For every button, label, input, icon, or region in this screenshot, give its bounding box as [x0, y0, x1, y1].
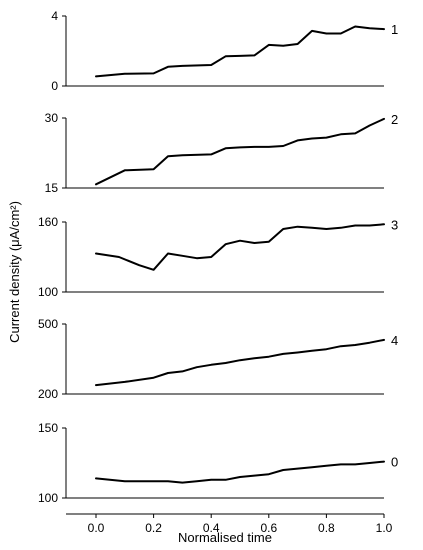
- x-axis-title: Normalised time: [178, 530, 272, 545]
- y-tick-label: 200: [38, 387, 58, 401]
- x-axis: 0.0 0.2 0.4 0.6 0.8 1.0: [66, 513, 393, 535]
- y-tick-label: 0: [51, 79, 58, 93]
- x-tick-label: 0.6: [260, 521, 277, 535]
- series-line-0: [95, 460, 385, 484]
- series-line-1: [95, 25, 385, 78]
- series-line-2: [95, 117, 385, 186]
- y-tick-label: 500: [38, 317, 58, 331]
- series-line-4: [95, 338, 385, 387]
- y-tick-label: 4: [51, 9, 58, 23]
- y-tick-label: 160: [38, 215, 58, 229]
- panel-0: 150 100 0: [38, 421, 398, 505]
- series-label: 4: [391, 333, 398, 348]
- x-tick-label: 0.4: [203, 521, 220, 535]
- y-tick-label: 100: [38, 491, 58, 505]
- y-tick-label: 100: [38, 285, 58, 299]
- series-line-3: [95, 223, 385, 271]
- panel-1: 4 0 1: [51, 9, 398, 93]
- x-tick-label: 1.0: [376, 521, 393, 535]
- y-axis-title: Current density (μA/cm²): [7, 201, 22, 343]
- panel-4: 500 200 4: [38, 317, 398, 401]
- series-label: 1: [391, 22, 398, 37]
- chart-panels: 4 0 1 30 15 2 160 100 3 500 200 4 150 100 0: [38, 9, 398, 505]
- series-label: 0: [391, 455, 398, 470]
- y-tick-label: 30: [45, 111, 59, 125]
- series-label: 3: [391, 217, 398, 232]
- x-tick-label: 0.2: [145, 521, 162, 535]
- series-label: 2: [391, 112, 398, 127]
- y-tick-label: 150: [38, 421, 58, 435]
- panel-2: 30 15 2: [45, 111, 399, 195]
- x-tick-label: 0.0: [88, 521, 105, 535]
- panel-3: 160 100 3: [38, 215, 398, 299]
- x-tick-label: 0.8: [318, 521, 335, 535]
- y-tick-label: 15: [45, 181, 59, 195]
